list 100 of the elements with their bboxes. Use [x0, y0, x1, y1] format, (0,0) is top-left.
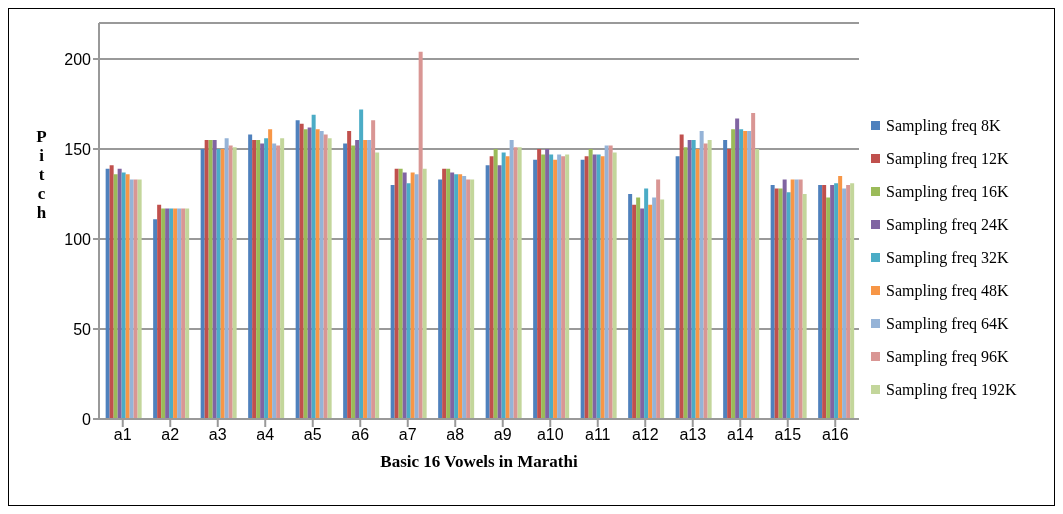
bar	[410, 172, 415, 419]
bar	[505, 156, 510, 419]
bar	[462, 176, 467, 419]
bar	[299, 123, 304, 419]
bar	[264, 138, 269, 419]
bar	[458, 174, 463, 419]
bar	[177, 208, 182, 419]
x-tick-label: a11	[584, 426, 611, 444]
bar	[402, 172, 407, 419]
bar	[675, 156, 680, 419]
bar	[485, 165, 490, 419]
legend-label: Sampling freq 32K	[886, 248, 1009, 267]
bar	[260, 143, 265, 419]
legend-label: Sampling freq 8K	[886, 116, 1001, 135]
bar	[268, 129, 273, 419]
bar	[165, 208, 170, 419]
bar	[588, 149, 593, 419]
bar	[109, 165, 114, 419]
bar	[640, 208, 645, 419]
bar	[446, 168, 451, 419]
bar	[493, 149, 498, 419]
bar	[608, 145, 613, 419]
bar	[842, 188, 847, 419]
bar	[256, 140, 261, 419]
legend-label: Sampling freq 64K	[886, 314, 1009, 333]
bar	[371, 120, 376, 419]
bar	[113, 174, 118, 419]
bar	[307, 127, 312, 419]
bar	[497, 165, 502, 419]
bar	[782, 179, 787, 419]
bar	[683, 147, 688, 419]
bar	[438, 179, 443, 419]
bar	[422, 168, 427, 419]
legend-label: Sampling freq 16K	[886, 182, 1009, 201]
bar	[604, 145, 609, 419]
bar	[822, 185, 827, 419]
bar	[454, 174, 459, 419]
x-axis-title: Basic 16 Vowels in Marathi	[380, 452, 578, 471]
bar	[276, 145, 281, 419]
bar	[470, 179, 475, 419]
bar	[224, 138, 229, 419]
bar	[687, 140, 692, 419]
bar	[105, 168, 110, 419]
x-tick-label: a1	[113, 426, 132, 444]
bar	[541, 154, 546, 419]
bar	[834, 183, 839, 419]
bar	[838, 176, 843, 419]
legend-label: Sampling freq 48K	[886, 281, 1009, 300]
y-tick-label: 0	[82, 410, 92, 428]
bar	[220, 149, 225, 419]
bar	[731, 129, 736, 419]
bar	[363, 140, 368, 419]
bar	[545, 149, 550, 419]
bar	[414, 174, 419, 419]
bar	[533, 159, 538, 419]
bar	[157, 204, 162, 419]
bar	[790, 179, 795, 419]
bar	[600, 156, 605, 419]
bar	[351, 145, 356, 419]
bar	[818, 185, 823, 419]
bar	[355, 140, 360, 419]
bar	[739, 129, 744, 419]
bar	[272, 143, 277, 419]
bar	[200, 149, 205, 419]
bar	[727, 149, 732, 419]
bar	[517, 147, 522, 419]
bar	[747, 131, 752, 419]
bar	[153, 219, 158, 419]
bar	[628, 194, 633, 419]
legend-label: Sampling freq 96K	[886, 347, 1009, 366]
bar	[786, 192, 791, 419]
bar	[703, 143, 708, 419]
bar	[553, 159, 558, 419]
y-tick-label: 200	[64, 50, 92, 68]
bar	[501, 152, 506, 419]
bar	[561, 156, 566, 419]
bar	[778, 188, 783, 419]
x-tick-label: a2	[161, 426, 180, 444]
bar	[612, 152, 617, 419]
bar	[584, 156, 589, 419]
x-tick-label: a5	[303, 426, 322, 444]
bar	[390, 185, 395, 419]
bar	[652, 197, 657, 419]
x-tick-label: a3	[208, 426, 227, 444]
bar	[394, 168, 399, 419]
bar	[133, 179, 138, 419]
y-tick-label: 100	[64, 230, 92, 248]
bar	[319, 131, 324, 419]
bar	[755, 149, 760, 419]
bar	[656, 179, 661, 419]
bar	[735, 118, 740, 419]
bar	[359, 109, 364, 419]
bar	[204, 140, 209, 419]
bar	[695, 149, 700, 419]
bar	[565, 154, 570, 419]
bar	[232, 147, 237, 419]
x-tick-label: a15	[774, 426, 802, 444]
bar	[794, 179, 799, 419]
bar	[347, 131, 352, 419]
bar	[509, 140, 514, 419]
